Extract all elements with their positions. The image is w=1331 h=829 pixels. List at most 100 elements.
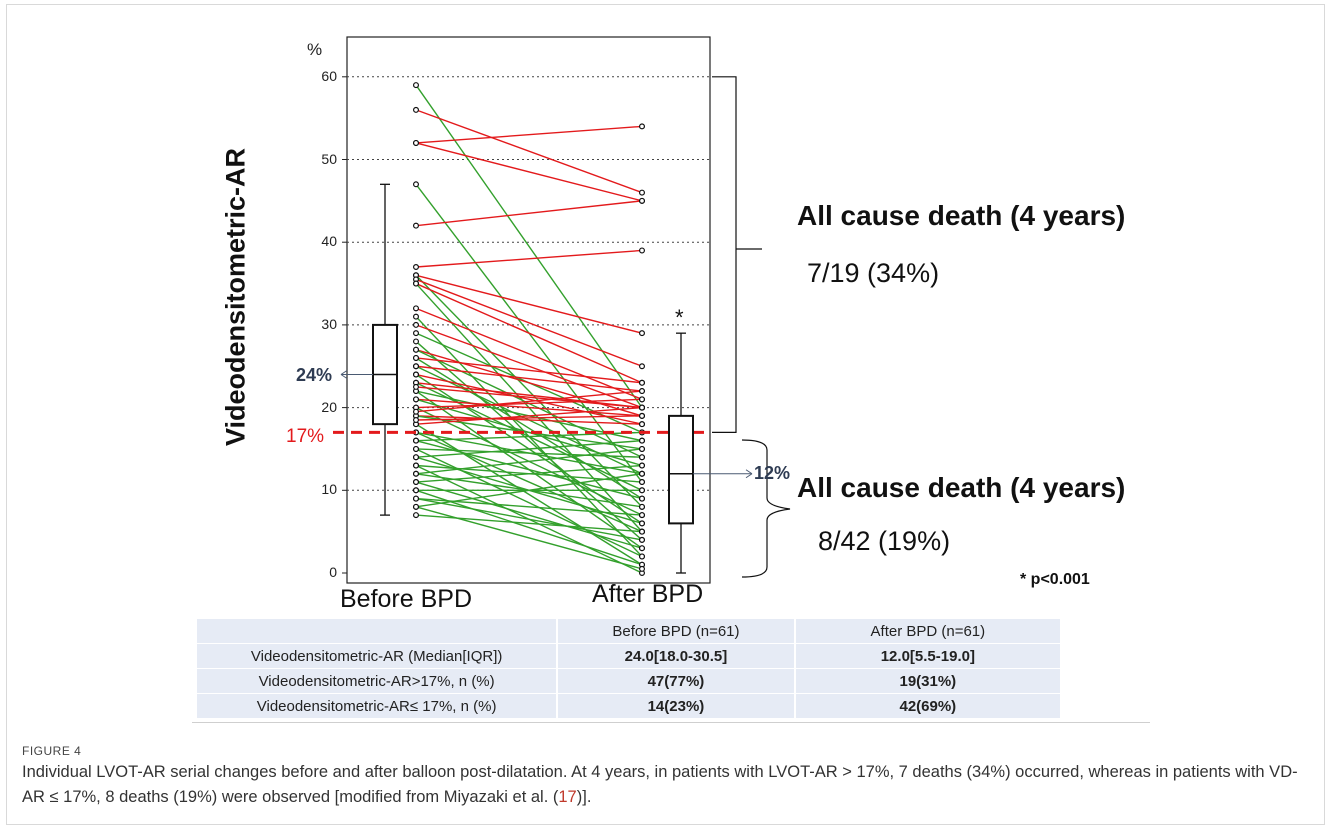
caption-reference-link[interactable]: 17 bbox=[558, 788, 577, 806]
red-pair-line bbox=[415, 406, 643, 425]
y-tick-label: 40 bbox=[321, 233, 337, 250]
after-point bbox=[638, 503, 645, 510]
before-point bbox=[413, 383, 420, 390]
before-point bbox=[413, 321, 420, 328]
after-point bbox=[638, 553, 645, 560]
before-point bbox=[413, 264, 420, 271]
significance-star: * bbox=[675, 305, 684, 330]
table-cell: 24.0[18.0-30.5] bbox=[557, 643, 796, 669]
after-point bbox=[638, 454, 645, 461]
threshold-label: 17% bbox=[286, 426, 325, 447]
before-point bbox=[413, 445, 420, 452]
after-point bbox=[638, 565, 645, 572]
red-pair-line bbox=[415, 398, 643, 417]
red-pair-line bbox=[415, 125, 643, 144]
stats-table: Before BPD (n=61) After BPD (n=61) Video… bbox=[197, 619, 1063, 719]
table-row-label: Videodensitometric-AR>17%, n (%) bbox=[197, 668, 559, 694]
green-pair-line bbox=[415, 340, 643, 541]
after-point bbox=[638, 445, 645, 452]
x-label-before: Before BPD bbox=[340, 585, 473, 613]
red-pair-line bbox=[415, 390, 643, 413]
y-axis-label: Videodensitometric-AR bbox=[220, 147, 251, 447]
table-row: Videodensitometric-AR (Median[IQR]) 24.0… bbox=[197, 643, 1063, 669]
after-point bbox=[638, 421, 645, 428]
green-pair-line bbox=[415, 431, 643, 533]
median-arrowhead-after bbox=[745, 469, 753, 479]
before-point bbox=[413, 181, 420, 188]
red-pair-line bbox=[415, 200, 643, 227]
figure-frame bbox=[6, 4, 1325, 825]
after-point bbox=[638, 512, 645, 519]
before-point bbox=[413, 330, 420, 337]
y-tick-label: 50 bbox=[321, 150, 337, 167]
red-pair-line bbox=[415, 307, 643, 400]
red-pair-line bbox=[415, 398, 643, 409]
plot-frame bbox=[346, 36, 711, 584]
brace-below bbox=[741, 439, 791, 578]
after-point bbox=[638, 487, 645, 494]
green-pair-line bbox=[415, 473, 643, 508]
before-point bbox=[413, 139, 420, 146]
after-point bbox=[638, 396, 645, 403]
green-pair-line bbox=[415, 439, 643, 458]
before-point bbox=[413, 305, 420, 312]
green-pair-line bbox=[415, 357, 643, 500]
after-point bbox=[638, 462, 645, 469]
green-pair-line bbox=[415, 448, 643, 458]
before-point bbox=[413, 479, 420, 486]
before-point bbox=[413, 437, 420, 444]
before-point bbox=[413, 354, 420, 361]
before-point bbox=[413, 280, 420, 287]
red-pair-line bbox=[415, 142, 643, 202]
before-point bbox=[413, 346, 420, 353]
after-point bbox=[638, 528, 645, 535]
after-point bbox=[638, 520, 645, 527]
red-pair-line bbox=[415, 386, 643, 409]
after-point bbox=[638, 545, 645, 552]
y-tick-label: 60 bbox=[321, 67, 337, 84]
table-bottom-rule bbox=[192, 722, 1150, 723]
annotation-above-title: All cause death (4 years) bbox=[797, 200, 1126, 231]
after-point bbox=[638, 536, 645, 543]
after-point bbox=[638, 388, 645, 395]
red-pair-line bbox=[415, 365, 643, 392]
median-arrowhead-before bbox=[340, 370, 348, 379]
after-point bbox=[638, 479, 645, 486]
before-point bbox=[413, 82, 420, 89]
before-point bbox=[413, 495, 420, 502]
caption-text: Individual LVOT-AR serial changes before… bbox=[22, 763, 1298, 806]
red-pair-line bbox=[415, 249, 643, 268]
before-point bbox=[413, 503, 420, 510]
after-point bbox=[638, 189, 645, 196]
annotation-above-count: 7/19 (34%) bbox=[807, 258, 940, 288]
green-pair-line bbox=[415, 514, 643, 533]
y-tick-label: 20 bbox=[321, 398, 337, 415]
before-point bbox=[413, 487, 420, 494]
before-point bbox=[413, 363, 420, 370]
table-header-cell: After BPD (n=61) bbox=[794, 619, 1063, 644]
table-row: Videodensitometric-AR≤ 17%, n (%) 14(23%… bbox=[197, 693, 1063, 719]
box-iqr bbox=[668, 414, 694, 525]
before-point bbox=[413, 454, 420, 461]
green-pair-line bbox=[415, 448, 643, 475]
figure-label: FIGURE 4 bbox=[22, 744, 82, 758]
table-cell: 42(69%) bbox=[794, 693, 1063, 719]
table-header-cell: Before BPD (n=61) bbox=[557, 619, 796, 644]
table-row-label: Videodensitometric-AR (Median[IQR]) bbox=[197, 643, 559, 669]
table-cell: 14(23%) bbox=[557, 693, 796, 719]
annotation-below-count: 8/42 (19%) bbox=[818, 526, 951, 556]
before-point bbox=[413, 222, 420, 229]
caption-text-end: )]. bbox=[576, 788, 592, 806]
y-tick-label: 0 bbox=[329, 564, 337, 580]
after-point bbox=[638, 247, 645, 254]
annotation-below-title: All cause death (4 years) bbox=[797, 472, 1126, 503]
after-point bbox=[638, 379, 645, 386]
figure-caption: Individual LVOT-AR serial changes before… bbox=[22, 760, 1312, 810]
after-point bbox=[638, 437, 645, 444]
green-pair-line bbox=[415, 497, 643, 541]
red-pair-line bbox=[415, 415, 643, 421]
green-pair-line bbox=[415, 489, 643, 566]
before-point bbox=[413, 371, 420, 378]
table-cell bbox=[197, 619, 559, 644]
